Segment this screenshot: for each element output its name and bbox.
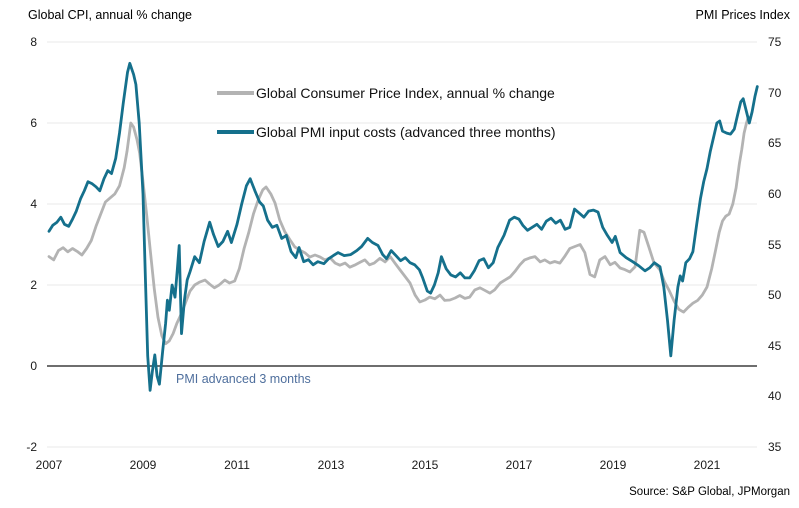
x-tick-2009: 2009 xyxy=(129,458,157,472)
x-tick-2015: 2015 xyxy=(411,458,439,472)
left-tick-8: 8 xyxy=(30,35,37,49)
right-tick-35: 35 xyxy=(768,440,782,454)
right-axis-title: PMI Prices Index xyxy=(695,8,790,22)
right-tick-65: 65 xyxy=(768,136,782,150)
left-tick-6: 6 xyxy=(30,116,37,130)
left-tick-0: 0 xyxy=(30,359,37,373)
x-tick-2021: 2021 xyxy=(693,458,721,472)
right-tick-55: 55 xyxy=(768,238,782,252)
cpi-line xyxy=(47,115,750,346)
legend-label-cpi: Global Consumer Price Index, annual % ch… xyxy=(256,85,555,101)
left-tick-m2: -2 xyxy=(26,440,37,454)
x-tick-2007: 2007 xyxy=(35,458,63,472)
right-tick-75: 75 xyxy=(768,35,782,49)
right-tick-40: 40 xyxy=(768,389,782,403)
pmi-line-swatch xyxy=(217,130,254,134)
x-tick-2017: 2017 xyxy=(505,458,533,472)
x-tick-2011: 2011 xyxy=(224,458,250,472)
pmi-line xyxy=(47,61,759,392)
x-tick-2019: 2019 xyxy=(599,458,627,472)
pmi-advanced-annotation: PMI advanced 3 months xyxy=(176,372,311,386)
cpi-line-swatch xyxy=(217,91,254,95)
right-tick-60: 60 xyxy=(768,187,782,201)
right-tick-45: 45 xyxy=(768,339,782,353)
x-tick-2013: 2013 xyxy=(317,458,345,472)
left-axis-title: Global CPI, annual % change xyxy=(28,8,192,22)
legend-item-pmi: Global PMI input costs (advanced three m… xyxy=(217,124,556,140)
legend-label-pmi: Global PMI input costs (advanced three m… xyxy=(256,124,556,140)
left-tick-2: 2 xyxy=(30,278,37,292)
right-tick-70: 70 xyxy=(768,86,782,100)
legend-item-cpi: Global Consumer Price Index, annual % ch… xyxy=(217,85,555,101)
gridlines xyxy=(47,41,757,448)
left-tick-4: 4 xyxy=(30,197,37,211)
right-tick-50: 50 xyxy=(768,288,782,302)
source-credit: Source: S&P Global, JPMorgan xyxy=(629,486,790,498)
